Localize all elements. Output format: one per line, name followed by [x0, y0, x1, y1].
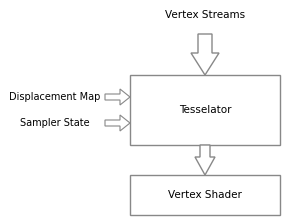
Bar	[130, 175, 280, 215]
Text: Vertex Streams: Vertex Streams	[165, 10, 245, 20]
Bar	[130, 75, 280, 145]
Polygon shape	[105, 89, 130, 105]
Text: Displacement Map: Displacement Map	[9, 92, 101, 102]
Polygon shape	[191, 34, 219, 75]
Text: Sampler State: Sampler State	[20, 118, 90, 128]
Polygon shape	[105, 115, 130, 131]
Text: Vertex Shader: Vertex Shader	[168, 190, 242, 200]
Text: Tesselator: Tesselator	[179, 105, 231, 115]
Polygon shape	[195, 145, 215, 175]
